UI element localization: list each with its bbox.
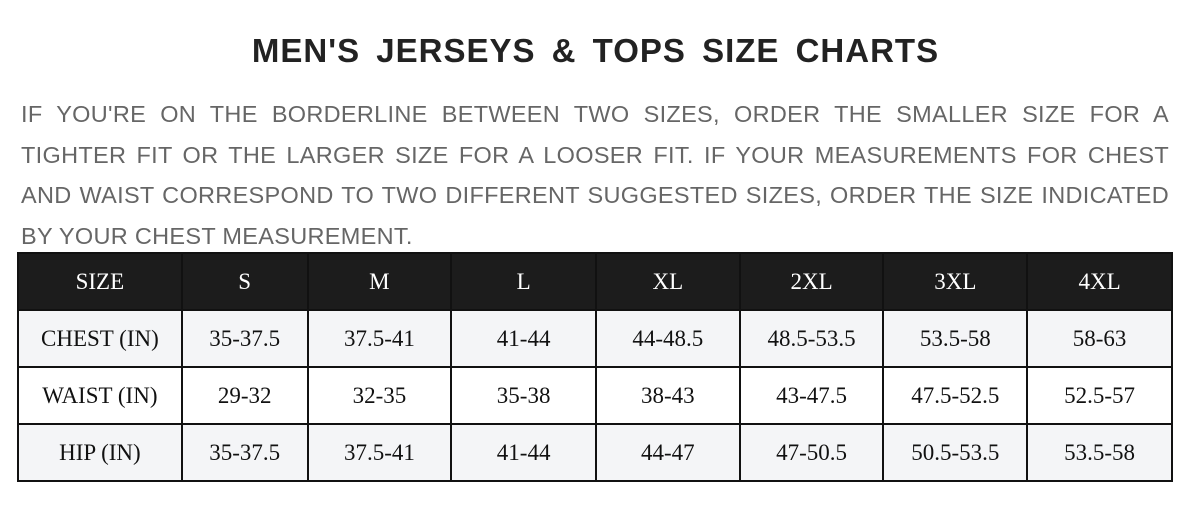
size-cell: S <box>180 252 309 311</box>
row-label-cell: SIZE <box>17 252 183 311</box>
size-cell: 32-35 <box>306 366 453 425</box>
size-cell: 48.5-53.5 <box>738 309 885 368</box>
size-cell: 52.5-57 <box>1026 366 1173 425</box>
page-title: MEN'S JERSEYS & TOPS SIZE CHARTS <box>251 32 940 69</box>
size-cell: M <box>306 252 453 311</box>
row-label-cell: WAIST (IN) <box>17 366 183 425</box>
size-cell: 3XL <box>882 252 1029 311</box>
table-row: WAIST (IN) 29-32 32-35 35-38 38-43 43-47.5 47.… <box>17 366 1173 425</box>
size-cell: 2XL <box>738 252 885 311</box>
row-label-cell: HIP (IN) <box>17 423 183 482</box>
size-cell: 53.5-58 <box>882 309 1029 368</box>
size-cell: 38-43 <box>594 366 741 425</box>
size-cell: 44-47 <box>594 423 741 482</box>
size-cell: 53.5-58 <box>1026 423 1173 482</box>
table-header-row: SIZE S M L XL 2XL 3XL 4XL <box>17 252 1173 311</box>
size-cell: 29-32 <box>180 366 309 425</box>
row-label-cell: CHEST (IN) <box>17 309 183 368</box>
size-cell: 47.5-52.5 <box>882 366 1029 425</box>
size-chart-table: SIZE S M L XL 2XL 3XL 4XL CHEST (IN) 35-37.5 37.5-… <box>17 252 1173 482</box>
size-advice-paragraph: IF YOU'RE ON THE BORDERLINE BETWEEN TWO … <box>21 101 1169 249</box>
size-cell: 47-50.5 <box>738 423 885 482</box>
size-cell: 37.5-41 <box>306 309 453 368</box>
size-cell: 4XL <box>1026 252 1173 311</box>
size-cell: 50.5-53.5 <box>882 423 1029 482</box>
size-cell: XL <box>594 252 741 311</box>
size-cell: 35-37.5 <box>180 309 309 368</box>
size-cell: 35-38 <box>450 366 597 425</box>
size-cell: 35-37.5 <box>180 423 309 482</box>
size-cell: 44-48.5 <box>594 309 741 368</box>
table-row: HIP (IN) 35-37.5 37.5-41 41-44 44-47 47-50.5 5… <box>17 423 1173 482</box>
size-cell: 41-44 <box>450 423 597 482</box>
size-cell: 58-63 <box>1026 309 1173 368</box>
size-cell: 43-47.5 <box>738 366 885 425</box>
size-cell: L <box>450 252 597 311</box>
size-cell: 41-44 <box>450 309 597 368</box>
table-row: CHEST (IN) 35-37.5 37.5-41 41-44 44-48.5 48.5… <box>17 309 1173 368</box>
size-cell: 37.5-41 <box>306 423 453 482</box>
